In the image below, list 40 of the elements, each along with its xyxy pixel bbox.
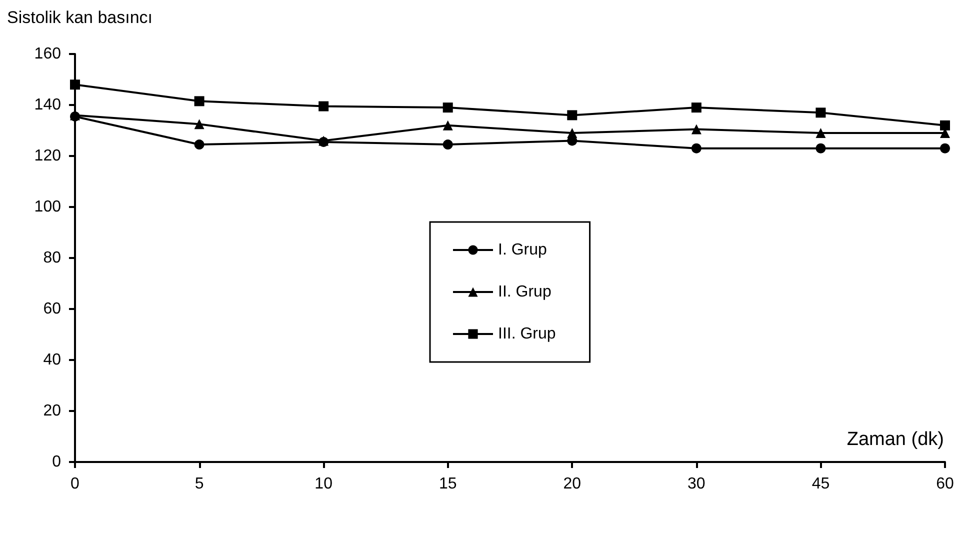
x-tick-label: 30 <box>688 476 706 492</box>
point <box>691 124 702 134</box>
x-tick-label: 45 <box>812 476 830 492</box>
y-tick-label: 60 <box>43 300 62 318</box>
point <box>691 143 702 154</box>
point <box>194 119 204 130</box>
point <box>442 102 453 113</box>
y-tick-label: 80 <box>43 250 62 266</box>
x-tick-label: 5 <box>194 476 204 492</box>
x-axis-title: Zaman (dk) <box>846 429 944 450</box>
x-tick-label: 0 <box>70 476 80 492</box>
x-tick-label: 15 <box>438 476 457 492</box>
point <box>318 101 329 112</box>
y-tick-label: 40 <box>43 352 62 368</box>
point <box>194 140 204 150</box>
point <box>194 96 204 106</box>
point <box>442 120 453 130</box>
y-tick-label: 100 <box>34 198 62 216</box>
point <box>567 110 578 120</box>
point <box>70 80 80 90</box>
x-tick-label: 10 <box>314 476 333 492</box>
point <box>691 102 702 113</box>
legend-label: III. Grup <box>498 326 556 342</box>
point <box>940 120 950 130</box>
x-tick-label: 60 <box>936 476 954 492</box>
y-tick-label: 140 <box>34 96 62 114</box>
y-tick-label: 160 <box>34 46 62 62</box>
point <box>816 143 826 154</box>
y-tick-label: 0 <box>52 454 62 470</box>
point <box>816 128 826 138</box>
point <box>442 140 453 150</box>
point <box>940 143 950 154</box>
point <box>816 108 826 118</box>
legend-label: II. Grup <box>498 284 552 300</box>
x-tick-label: 20 <box>563 476 582 492</box>
y-tick-label: 20 <box>43 402 62 420</box>
point <box>567 128 578 138</box>
legend-label: I. Grup <box>498 242 548 258</box>
y-tick-label: 120 <box>34 148 62 164</box>
y-axis-title: Sistolik kan basıncı <box>7 8 153 27</box>
